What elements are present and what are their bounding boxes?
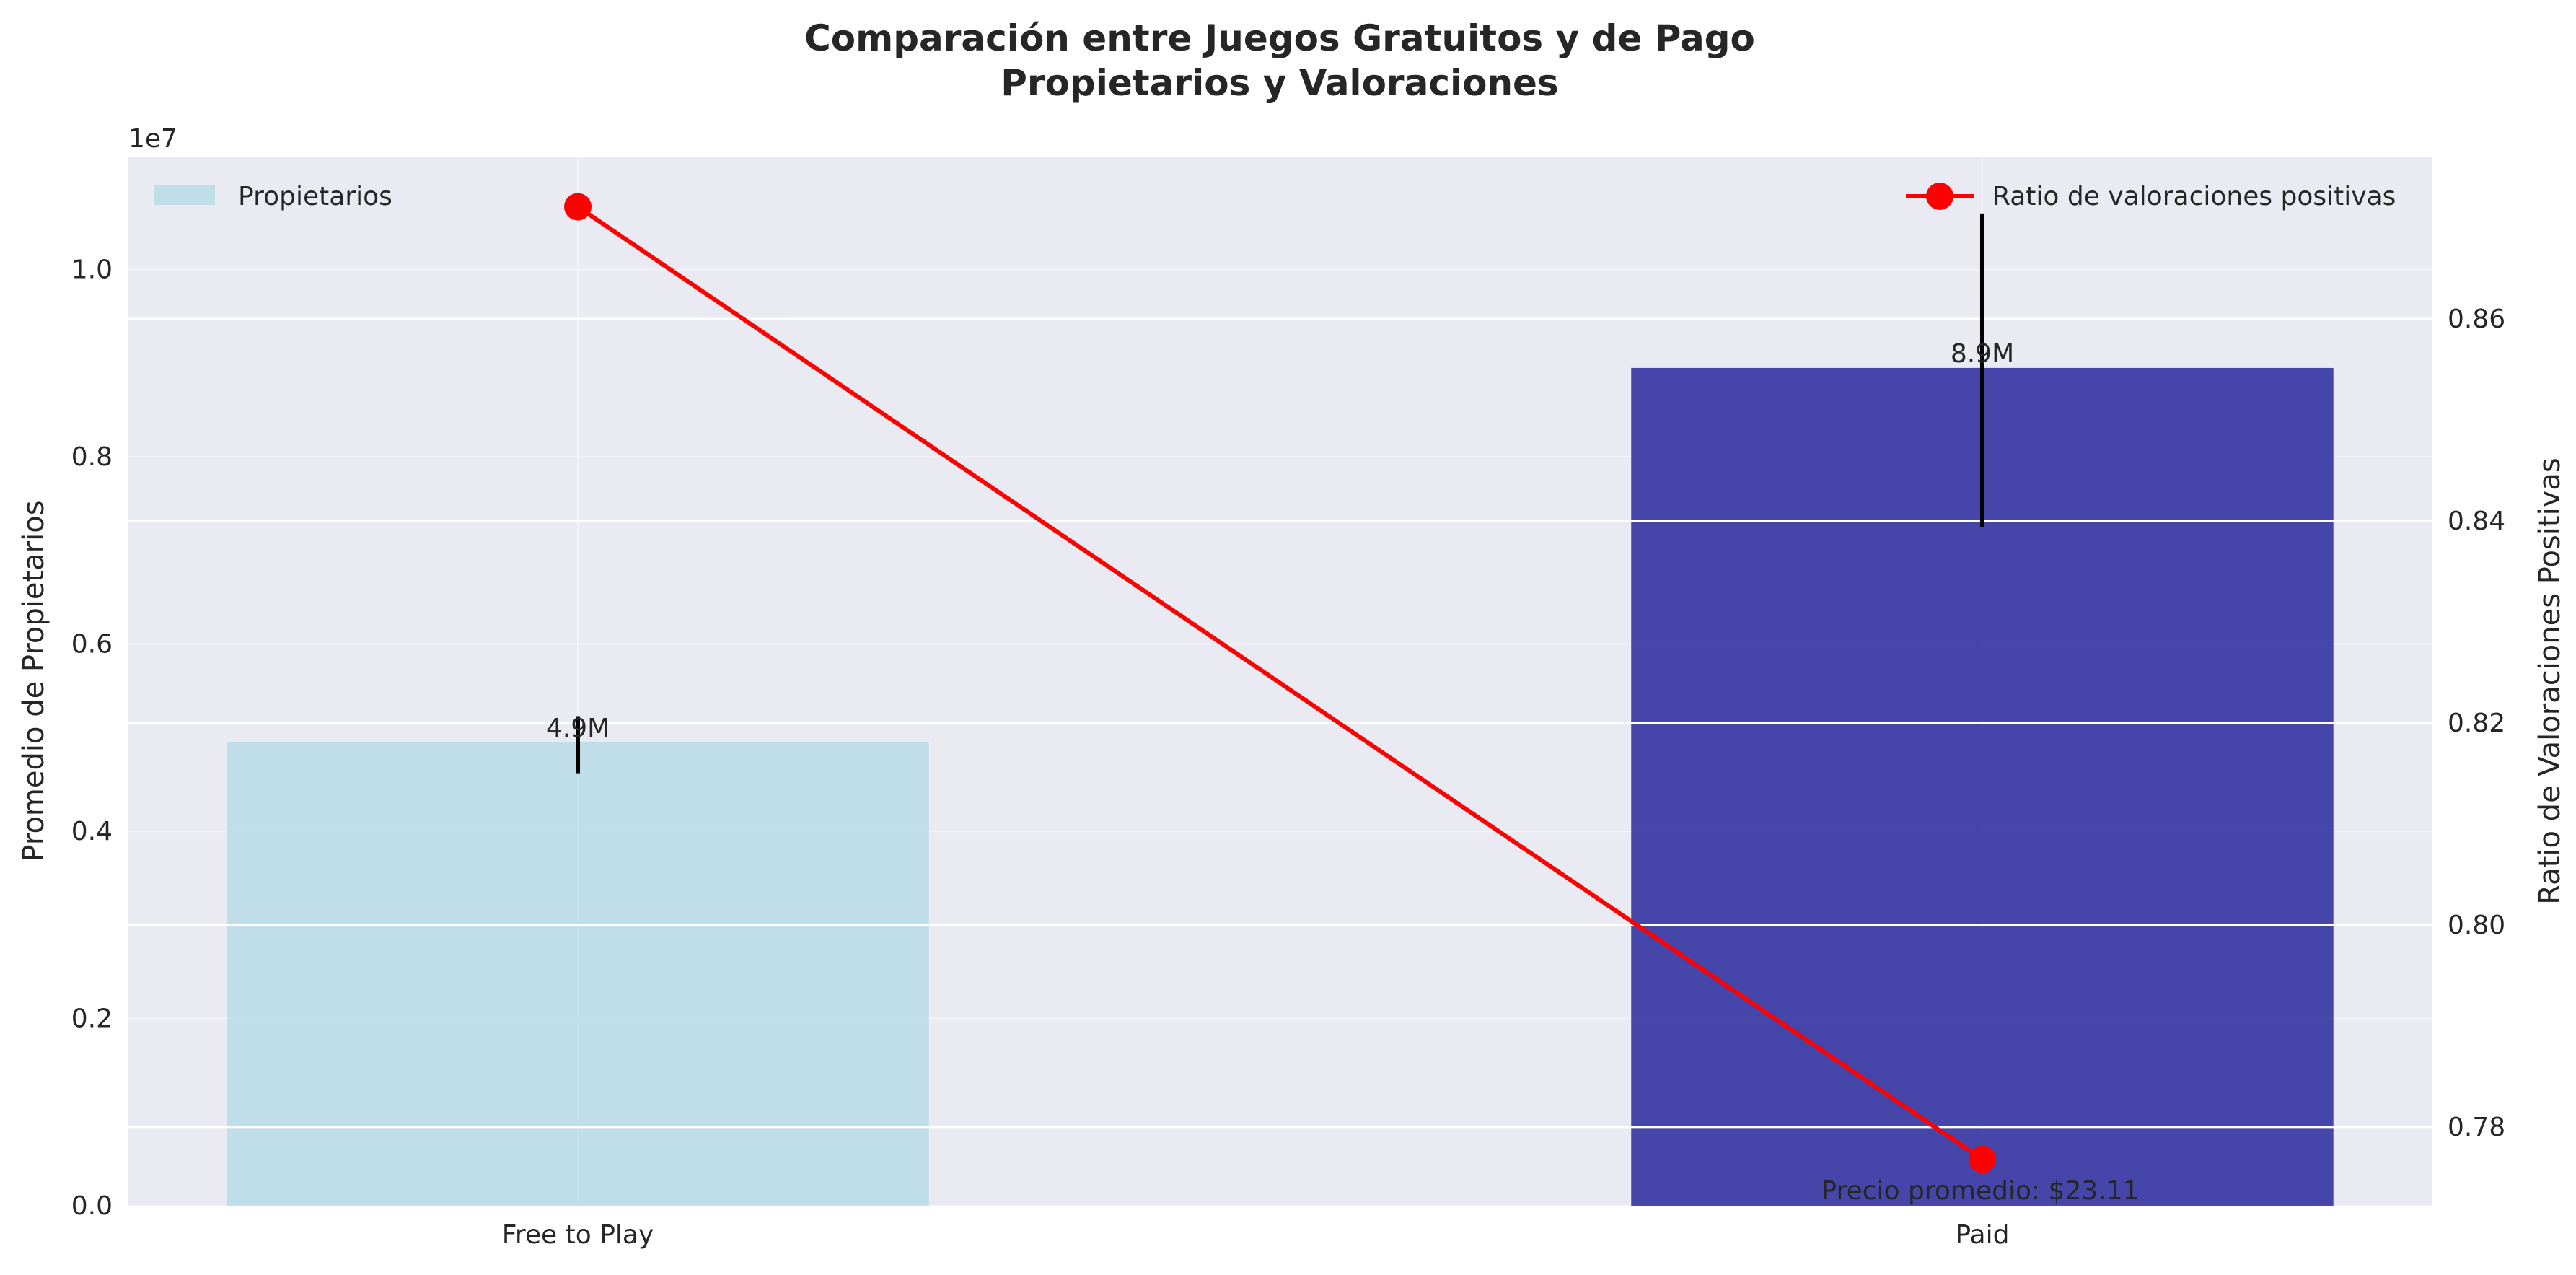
- chart-subtitle: Propietarios y Valoraciones: [1001, 62, 1558, 104]
- axes: 0.0 0.2 0.4 0.6 0.8 1.0 Free to Play Paid 0.78 0.…: [71, 255, 2505, 1250]
- legend-label-propietarios: Propietarios: [238, 182, 392, 211]
- bar-value-label: 8.9M: [1951, 339, 2014, 369]
- y-right-axis-label: Ratio de Valoraciones Positivas: [2533, 457, 2567, 904]
- y-right-tick-label: 0.82: [2448, 709, 2505, 738]
- data-labels: 4.9M 8.9M: [546, 193, 2014, 1173]
- bars: [227, 367, 2334, 1206]
- bar-free-to-play: [227, 742, 929, 1206]
- ratio-line-series: [128, 213, 2432, 1129]
- legend-bars: Propietarios: [154, 182, 392, 211]
- x-tick-label: Free to Play: [502, 1220, 654, 1250]
- y-left-axis-label: Promedio de Propietarios: [17, 500, 50, 862]
- legend-marker-swatch: [1926, 183, 1953, 210]
- y-left-tick-label: 0.0: [71, 1191, 113, 1221]
- y-left-tick-label: 0.8: [71, 442, 113, 472]
- ratio-point: [1968, 1145, 1996, 1173]
- y-right-tick-label: 0.80: [2448, 911, 2505, 940]
- ratio-line: [576, 205, 1984, 1162]
- y-left-offset-label: 1e7: [128, 124, 177, 154]
- legend-label-ratio: Ratio de valoraciones positivas: [1992, 182, 2396, 211]
- price-annotation: Precio promedio: $23.11: [1821, 1176, 2139, 1206]
- y-left-tick-label: 0.6: [71, 630, 113, 660]
- y-right-tick-label: 0.84: [2448, 507, 2505, 536]
- y-right-tick-label: 0.78: [2448, 1113, 2505, 1142]
- ratio-point: [564, 193, 592, 221]
- chart-title: Comparación entre Juegos Gratuitos y de …: [804, 17, 1755, 59]
- legend-line: Ratio de valoraciones positivas: [1906, 182, 2396, 211]
- y-left-tick-label: 1.0: [71, 255, 113, 285]
- x-tick-label: Paid: [1955, 1220, 2009, 1250]
- legend-swatch-propietarios: [154, 185, 215, 205]
- y-left-tick-label: 0.2: [71, 1004, 113, 1034]
- bar-value-label: 4.9M: [546, 714, 610, 743]
- y-right-tick-label: 0.86: [2448, 304, 2505, 334]
- y-left-tick-label: 0.4: [71, 817, 113, 846]
